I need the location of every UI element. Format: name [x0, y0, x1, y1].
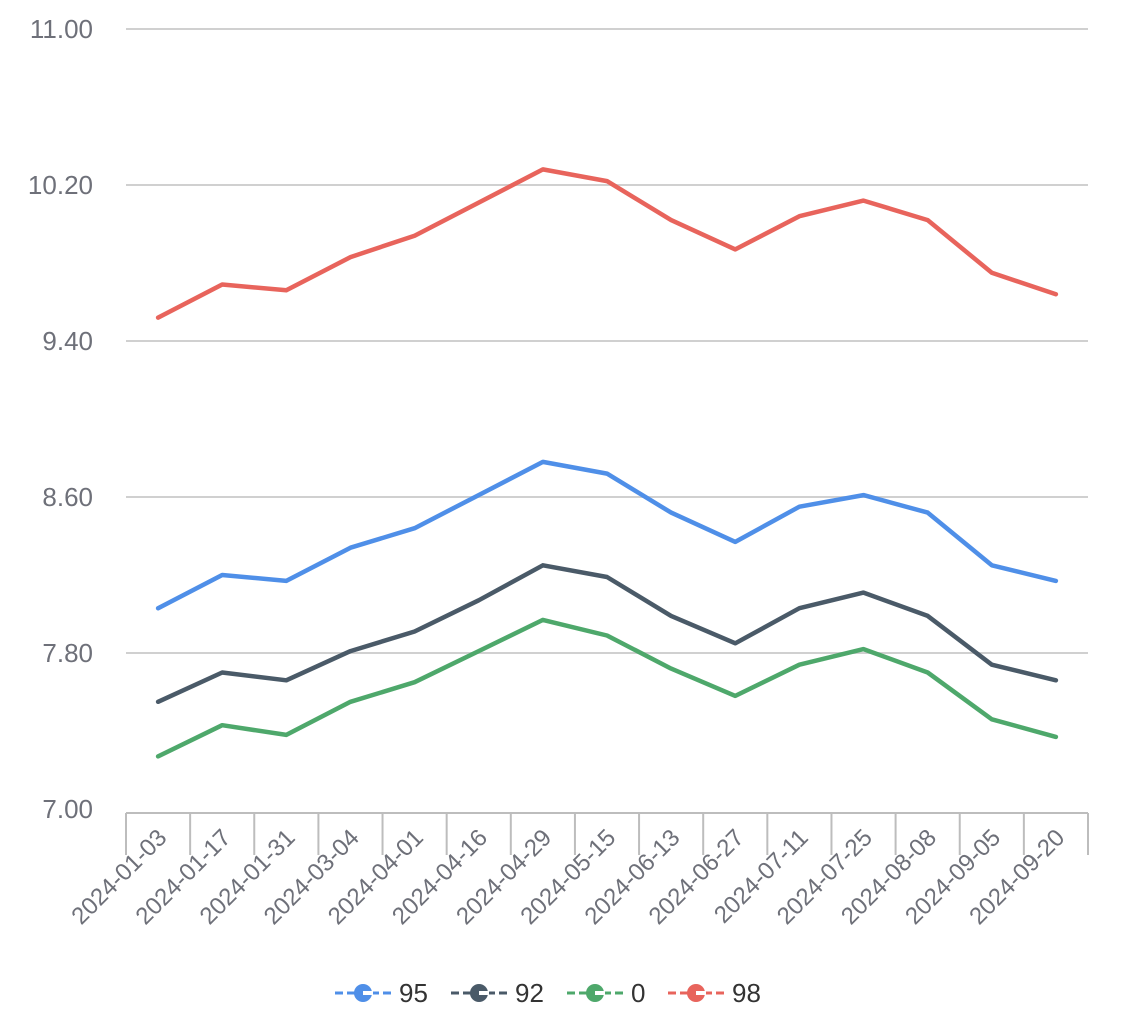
- series-line-0: [155, 617, 1059, 759]
- legend-item-95[interactable]: 95: [335, 978, 428, 1008]
- y-tick-label: 10.20: [28, 170, 93, 200]
- series-line-95: [155, 459, 1059, 611]
- legend-item-0[interactable]: 0: [567, 978, 645, 1008]
- grid-lines: [126, 28, 1088, 654]
- y-tick-label: 7.80: [42, 638, 93, 668]
- series-line-92: [155, 563, 1059, 705]
- legend-label: 95: [399, 978, 428, 1008]
- legend-marker-notch: [363, 991, 373, 995]
- legend-item-98[interactable]: 98: [668, 978, 761, 1008]
- legend-marker-notch: [696, 991, 706, 995]
- legend-label: 98: [732, 978, 761, 1008]
- series-lines: [155, 167, 1059, 759]
- legend-marker-notch: [595, 991, 605, 995]
- y-tick-label: 9.40: [42, 326, 93, 356]
- legend-item-92[interactable]: 92: [451, 978, 544, 1008]
- series-line-98: [155, 167, 1059, 320]
- y-tick-label: 8.60: [42, 482, 93, 512]
- legend-marker-notch: [479, 991, 489, 995]
- y-tick-label: 11.00: [30, 14, 93, 44]
- legend-label: 92: [515, 978, 544, 1008]
- y-axis: 7.00 7.80 8.60 9.40 10.20 11.00: [28, 14, 93, 824]
- y-tick-label: 7.00: [42, 794, 93, 824]
- legend[interactable]: 95 92 0 98: [335, 978, 761, 1008]
- x-axis: 2024-01-032024-01-172024-01-312024-03-04…: [66, 812, 1089, 930]
- legend-label: 0: [631, 978, 645, 1008]
